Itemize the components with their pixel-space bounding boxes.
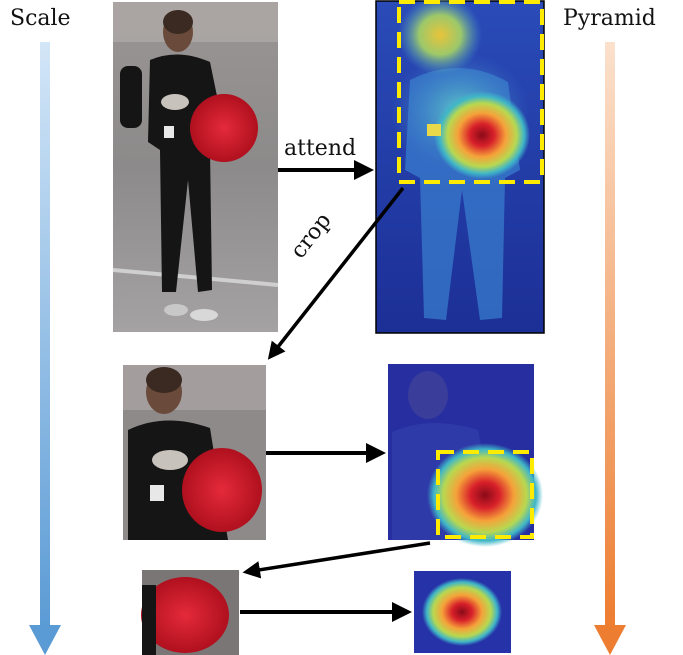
upper-body-crop-photo [123,365,266,540]
attention-heatmap [375,0,545,334]
attend-label: attend [284,136,357,161]
scale-label: Scale [10,6,71,31]
backpack-attention-heatmap [414,571,511,653]
crop-box [397,0,544,184]
pyramid-arrow [594,42,626,655]
pedestrian-photo [112,2,279,332]
crop-box-level2 [436,450,534,539]
pyramid-label: Pyramid [563,6,656,31]
crop-arrow [267,186,405,360]
backpack-crop-photo [141,570,239,655]
upper-body-attention-heatmap [388,364,543,547]
crop-arrow-level2 [242,541,431,579]
scale-arrow [29,42,61,655]
